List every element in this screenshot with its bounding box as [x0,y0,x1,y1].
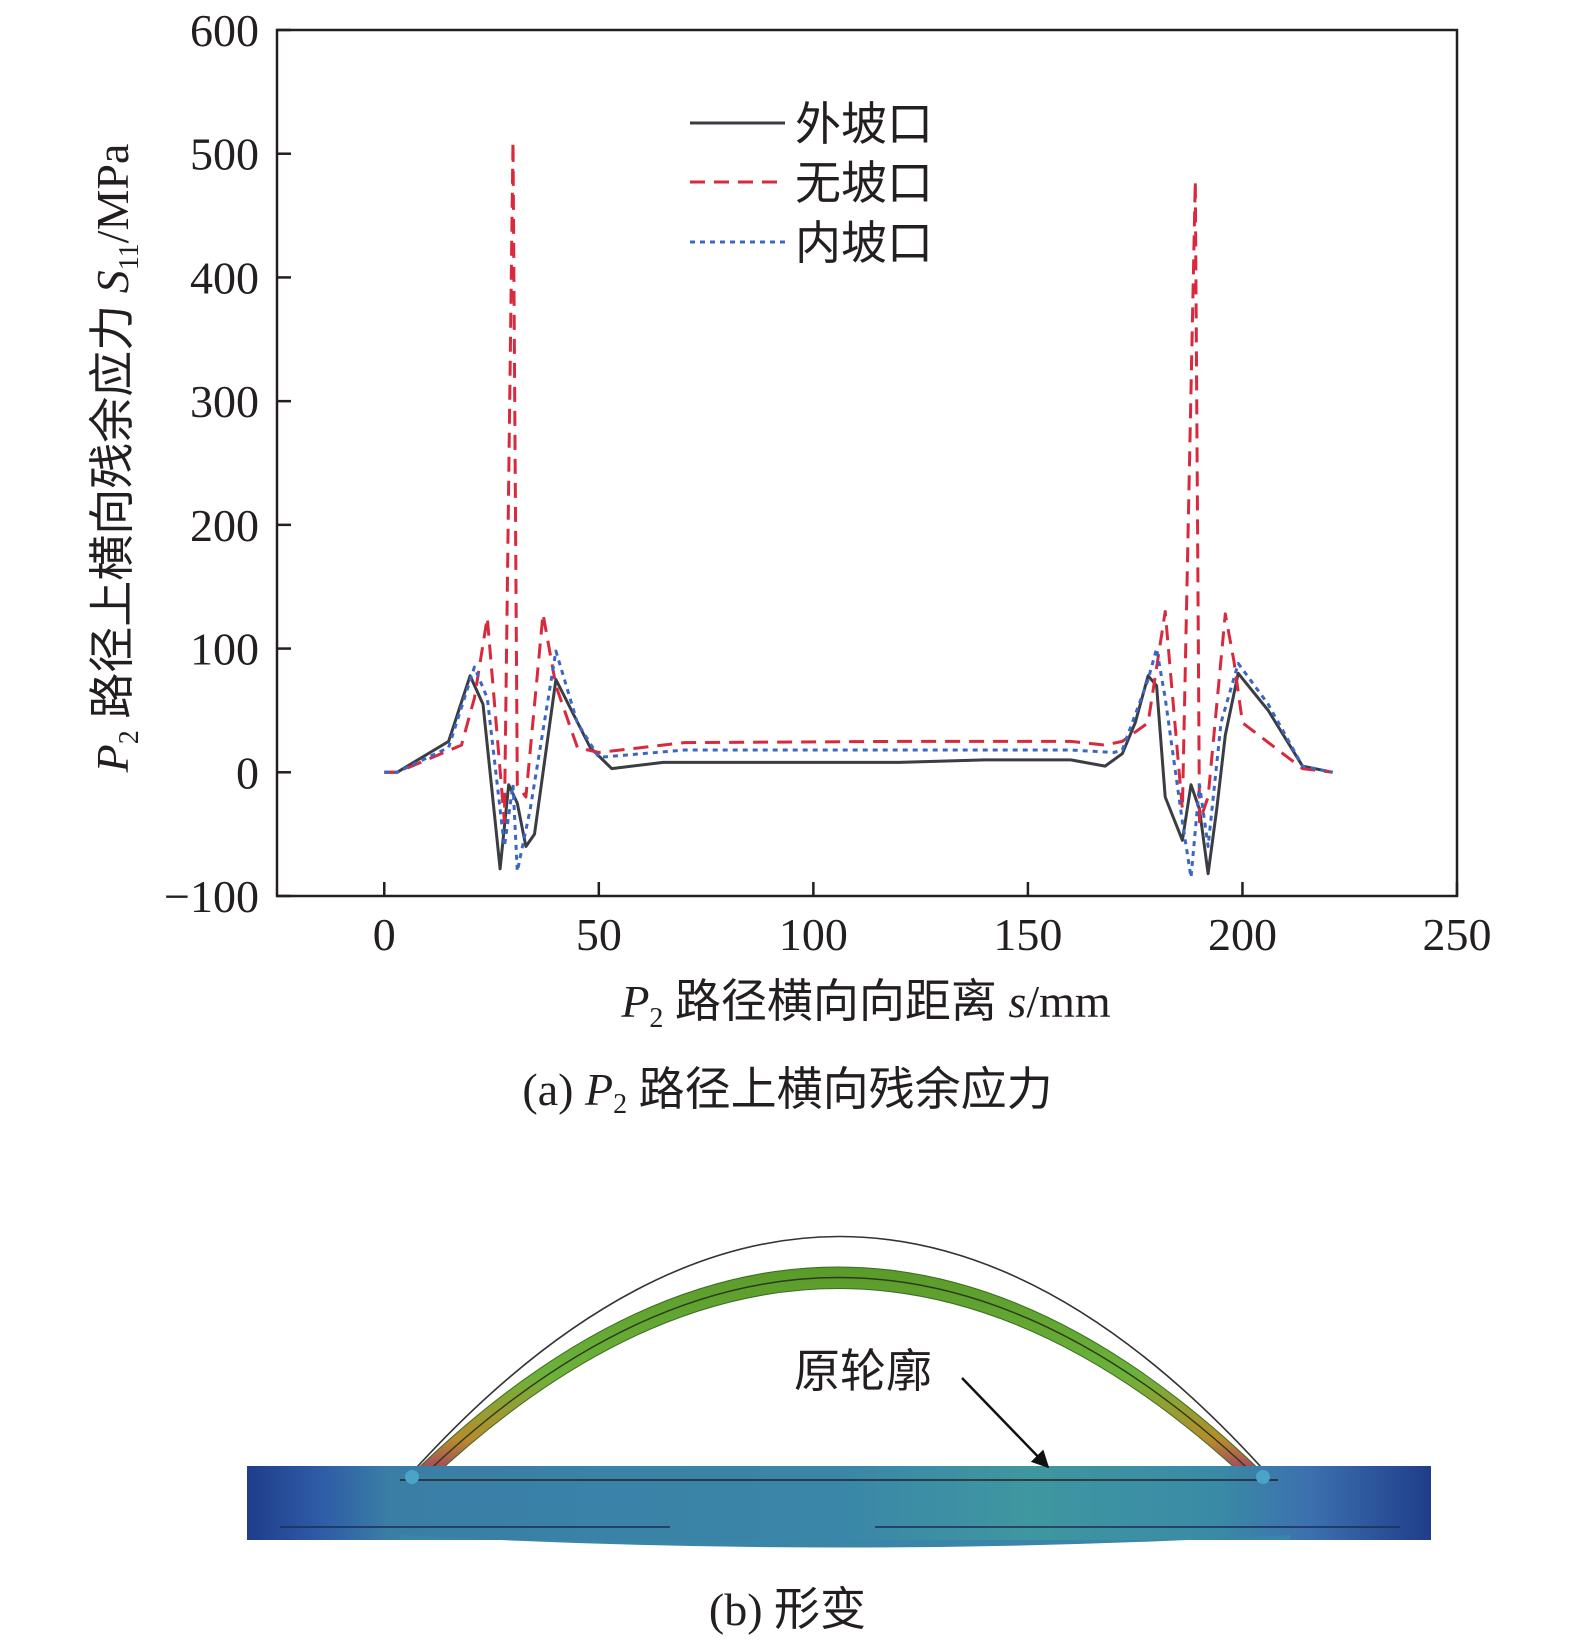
x-tick-label: 100 [779,909,848,960]
deformation-figure: 原轮廓 [247,1235,1431,1548]
caption-b: (b) 形变 [708,1584,867,1635]
legend-label-outer: 外坡口 [795,99,933,150]
x-tick-label: 250 [1423,909,1492,960]
y-tick-label: 500 [190,129,259,180]
original-arch-outline [399,1235,1279,1487]
legend-label-none: 无坡口 [795,158,933,209]
y-tick-label: 200 [190,500,259,551]
series-line-none [384,139,1333,824]
series-line-outer [384,671,1333,876]
residual-stress-chart: 0 50 100 150 200 250 −100 0 100 200 300 400 500 600 外… [87,5,1492,1034]
base-plate-sag [400,1535,1290,1548]
y-tick-label: 100 [190,624,259,675]
series-lines [384,139,1333,879]
weld-toe-left [405,1470,419,1484]
x-tick-label: 0 [373,909,396,960]
x-tick-label: 150 [993,909,1062,960]
caption-a-prefix: (a) [522,1064,585,1115]
y-tick-label: 600 [190,5,259,56]
axis-ticks [277,28,1459,898]
y-tick-label: −100 [164,871,259,922]
x-tick-label: 200 [1208,909,1277,960]
arch-inner-line [416,1276,1263,1483]
tick-labels: 0 50 100 150 200 250 −100 0 100 200 300 400 500 600 [164,5,1491,960]
caption-a: (a) P2 路径上横向残余应力 [0,1053,1575,1121]
caption-a-suffix: 路径上横向残余应力 [627,1064,1053,1115]
weld-toe-right [1256,1470,1270,1484]
legend-label-inner: 内坡口 [795,218,933,269]
plot-frame [275,28,1459,898]
x-axis-label: P2 路径横向向距离 s/mm [620,976,1111,1034]
y-tick-label: 0 [236,747,259,798]
legend: 外坡口 无坡口 内坡口 [690,99,933,269]
y-tick-label: 400 [190,252,259,303]
caption-a-symbol: P [584,1064,614,1115]
y-axis-label: P2 路径上横向残余应力 S11/MPa [87,144,145,774]
caption-a-subscript: 2 [613,1089,628,1120]
x-tick-label: 50 [576,909,622,960]
deformed-base-plate [247,1466,1431,1540]
annotation-arrow [961,1377,1050,1469]
original-contour-label: 原轮廓 [794,1346,932,1397]
y-tick-label: 300 [190,376,259,427]
